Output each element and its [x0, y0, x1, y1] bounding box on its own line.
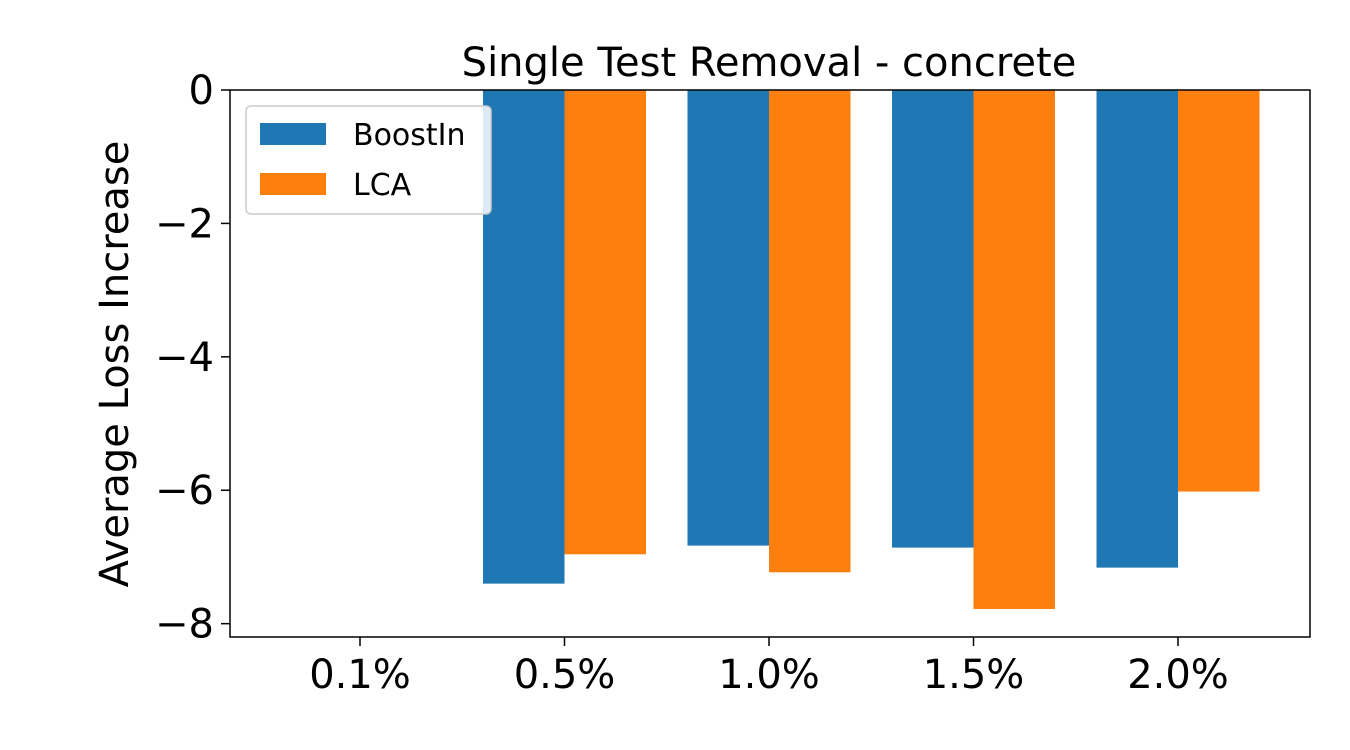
x-tick-label: 1.5% [923, 652, 1025, 698]
bar-lca-3 [973, 90, 1055, 609]
bar-lca-1 [564, 90, 646, 555]
x-tick-label: 0.5% [514, 652, 616, 698]
legend-label-boostin: BoostIn [353, 118, 466, 153]
x-tick-label: 1.0% [718, 652, 820, 698]
legend-swatch-lca [260, 173, 326, 195]
y-tick-label: −8 [155, 602, 214, 648]
y-axis-ticks: 0 −2 −4 −6 −8 [155, 68, 230, 648]
bar-boostin-3 [892, 90, 974, 548]
legend: BoostIn LCA [245, 105, 492, 215]
y-axis-label: Average Loss Increase [92, 141, 138, 588]
x-tick-label: 2.0% [1127, 652, 1229, 698]
bar-boostin-2 [687, 90, 769, 546]
y-tick-label: 0 [189, 68, 214, 114]
legend-label-lca: LCA [353, 168, 412, 203]
chart-title: Single Test Removal - concrete [462, 40, 1077, 86]
bar-boostin-4 [1096, 90, 1178, 568]
y-tick-label: −4 [155, 335, 214, 381]
bar-lca-2 [769, 90, 851, 573]
bar-lca-4 [1178, 90, 1260, 492]
y-tick-label: −6 [155, 468, 214, 514]
bar-boostin-1 [483, 90, 565, 584]
legend-swatch-boostin [260, 123, 326, 145]
y-tick-label: −2 [155, 201, 214, 247]
x-tick-label: 0.1% [309, 652, 411, 698]
x-axis-ticks: 0.1% 0.5% 1.0% 1.5% 2.0% [309, 637, 1229, 698]
bars-group [483, 90, 1260, 609]
plot-area-frame [229, 89, 1311, 638]
